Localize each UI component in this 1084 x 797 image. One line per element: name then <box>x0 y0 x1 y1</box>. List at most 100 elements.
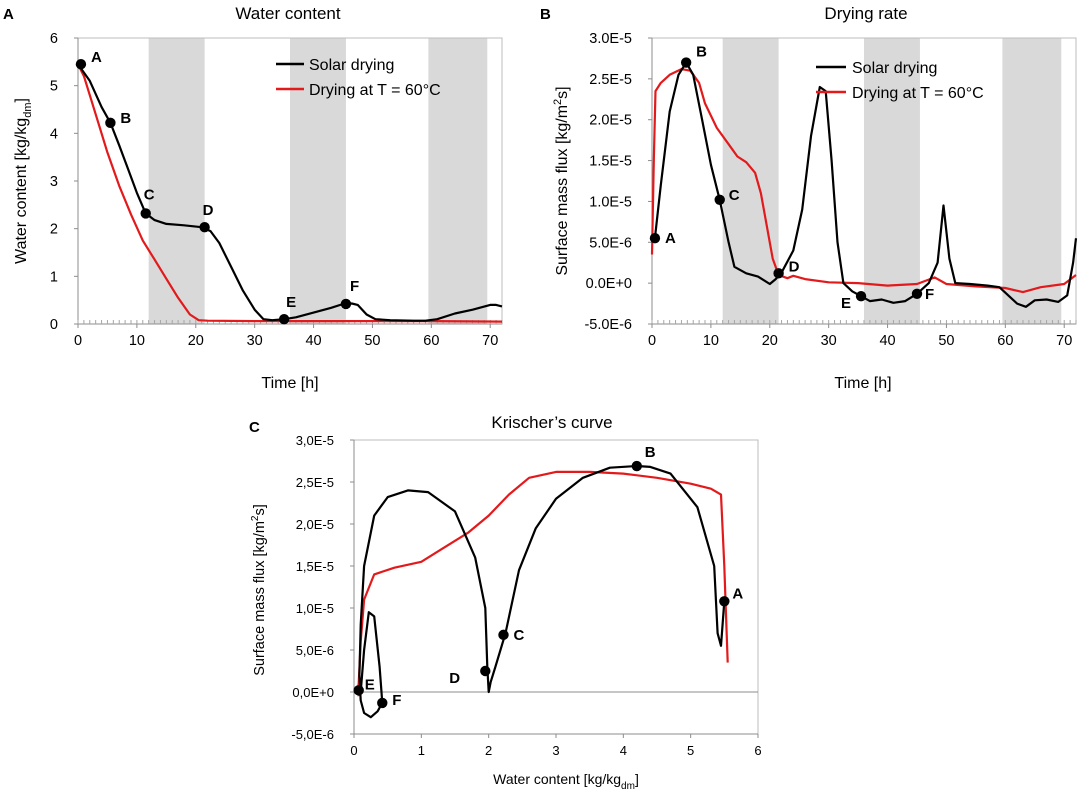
x-axis-title-c: Water content [kg/kgdm] <box>493 771 639 792</box>
y-tick-label: 1.5E-5 <box>589 154 632 170</box>
x-tick-label: 50 <box>364 333 380 349</box>
plot-frame-c <box>353 439 759 735</box>
marker-label-f: F <box>925 286 934 303</box>
x-axis-title-b: Time [h] <box>834 375 891 392</box>
x-tick-label: 10 <box>129 333 145 349</box>
panel-letter-a: A <box>3 6 14 23</box>
y-tick-label: 5 <box>50 79 58 95</box>
marker-point-b <box>105 117 116 129</box>
y-tick-label: 1 <box>50 269 58 285</box>
marker-label-f: F <box>350 278 359 295</box>
marker-point-d <box>199 222 210 233</box>
night-bands-a <box>148 38 488 324</box>
marker-label-c: C <box>513 627 524 644</box>
legend-label-solar-a: Solar drying <box>309 57 394 74</box>
y-tick-label: 6 <box>50 31 58 47</box>
marker-label-d: D <box>203 202 214 219</box>
marker-label-c: C <box>144 186 155 203</box>
y-tick-label: 0 <box>50 317 58 333</box>
series-line-solar <box>653 61 1078 308</box>
x-tick-label: 50 <box>938 333 954 349</box>
water-content-chart: Water content 0 10 20 30 40 50 60 70 0 1 2 3 4 5 6 A B C… <box>13 4 503 392</box>
legend-label-solar-b: Solar drying <box>852 60 937 77</box>
x-tick-label: 6 <box>754 743 761 758</box>
marker-point-a <box>649 233 661 244</box>
series-line-oven <box>77 63 503 323</box>
legend-label-oven-b: Drying at T = 60°C <box>852 85 984 102</box>
series-lines-b <box>650 61 1078 308</box>
chart-title-a: Water content <box>235 4 340 23</box>
markers-b: A B C D E F <box>649 44 934 312</box>
y-tick-label: 4 <box>50 126 58 142</box>
marker-point-c <box>714 194 725 205</box>
y-tick-label: 2,5E-5 <box>296 475 334 490</box>
axes-a: 0 10 20 30 40 50 60 70 0 1 2 3 4 5 6 <box>50 31 503 349</box>
series-line-oven <box>356 470 729 697</box>
x-tick-label: 0 <box>74 333 82 349</box>
x-tick-label: 20 <box>188 333 204 349</box>
x-tick-label: 40 <box>879 333 895 349</box>
x-tick-label: 4 <box>620 743 627 758</box>
marker-point-f <box>911 288 923 299</box>
x-tick-label: 40 <box>305 333 321 349</box>
night-band <box>428 38 488 324</box>
x-tick-label: 30 <box>247 333 263 349</box>
legend-label-oven-a: Drying at T = 60°C <box>309 82 441 99</box>
night-band <box>864 38 920 324</box>
x-tick-label: 30 <box>821 333 837 349</box>
x-axis-title-a: Time [h] <box>261 375 318 392</box>
x-tick-label: 3 <box>552 743 559 758</box>
markers-c: A B C D EF <box>353 444 743 709</box>
x-tick-label: 60 <box>423 333 439 349</box>
y-tick-label: 0.0E+0 <box>586 276 632 292</box>
marker-point-a <box>75 59 87 70</box>
chart-title-b: Drying rate <box>824 4 907 23</box>
panel-letter-b: B <box>540 6 551 23</box>
y-tick-label: 2 <box>50 222 58 238</box>
marker-label-a: A <box>732 585 743 602</box>
marker-label-e: E <box>286 294 296 311</box>
night-band <box>722 38 779 324</box>
x-tick-label: 2 <box>485 743 492 758</box>
marker-label-e: E <box>841 295 851 312</box>
y-tick-label: 1.0E-5 <box>589 194 632 210</box>
marker-label-f: F <box>392 692 401 709</box>
x-tick-label: 20 <box>762 333 778 349</box>
y-tick-label: 3.0E-5 <box>589 31 632 47</box>
legend-b: Solar drying Drying at T = 60°C <box>816 60 984 102</box>
night-band <box>148 38 205 324</box>
night-bands-b <box>722 38 1062 324</box>
night-band <box>290 38 346 324</box>
panel-letter-c: C <box>249 419 260 436</box>
marker-label-b: B <box>645 444 656 461</box>
drying-rate-chart: Drying rate 0 10 20 30 40 50 60 70 -5.0E-6 0.0E+0… <box>552 4 1078 392</box>
marker-label-d: D <box>789 258 800 275</box>
axes-b: 0 10 20 30 40 50 60 70 -5.0E-6 0.0E+0 5.0E-6 1.0E-5… <box>584 31 1077 349</box>
marker-label-c: C <box>729 187 740 204</box>
marker-point-f <box>377 697 388 709</box>
x-tick-label: 0 <box>648 333 656 349</box>
y-tick-label: 2.5E-5 <box>589 72 632 88</box>
series-line-solar <box>77 63 503 322</box>
y-tick-label: 5.0E-6 <box>589 235 632 251</box>
y-axis-title-c: Surface mass flux [kg/m2s] <box>250 504 268 676</box>
marker-label-a: A <box>665 230 676 247</box>
x-tick-label: 5 <box>687 743 694 758</box>
y-axis-title-b: Surface mass flux [kg/m2s] <box>552 86 571 275</box>
x-tick-label: 1 <box>418 743 425 758</box>
y-axis-title-a: Water content [kg/kgdm] <box>13 98 34 264</box>
marker-point-d <box>773 268 784 279</box>
marker-point-f <box>340 298 352 310</box>
y-tick-label: 2.0E-5 <box>589 113 632 129</box>
marker-label-a: A <box>91 49 102 66</box>
marker-point-e <box>353 685 364 696</box>
x-tick-label: 0 <box>350 743 357 758</box>
y-tick-label: 1,5E-5 <box>296 559 334 574</box>
marker-point-c <box>498 629 509 641</box>
x-tick-label: 10 <box>703 333 719 349</box>
markers-a: A B C D E F <box>75 49 359 325</box>
marker-point-e <box>278 314 290 325</box>
marker-point-d <box>480 665 491 677</box>
marker-label-b: B <box>120 110 131 127</box>
